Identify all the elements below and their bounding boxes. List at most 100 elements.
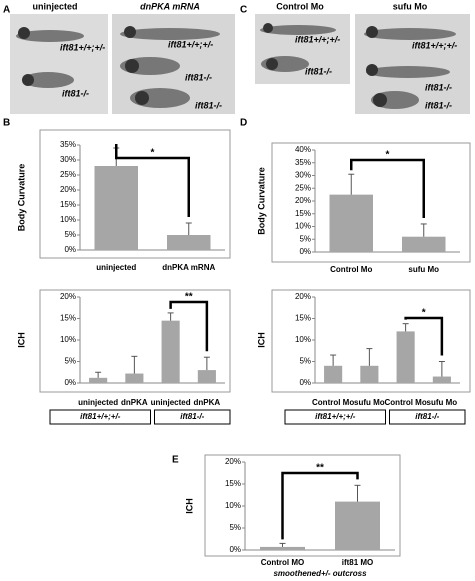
y-tick-label: 30% [295,171,311,180]
y-tick-label: 20% [60,185,76,194]
y-axis-label: ICH [16,332,26,348]
panel-letter: B [3,118,10,129]
group-label: ift81-/- [180,412,204,421]
y-tick-label: 0% [299,378,311,387]
y-tick-label: 10% [60,335,76,344]
significance-label: ** [316,463,324,474]
significance-label: * [422,308,426,319]
bar [197,370,216,383]
y-tick-label: 35% [295,158,311,167]
bar [432,376,451,383]
bar [360,365,379,383]
group-box [154,409,231,425]
significance-label: * [386,150,390,161]
y-axis-label: Body Curvature [16,164,26,232]
chart-frame [39,289,231,393]
group-label: ift81-/- [415,412,439,421]
y-tick-label: 10% [60,215,76,224]
x-tick-label: uninjected [151,398,191,407]
x-tick-label: sufu Mo [354,398,385,407]
group-label: ift81+/+;+/- [315,412,356,421]
y-tick-label: 0% [64,378,76,387]
y-tick-label: 0% [229,545,241,554]
chart-frame [39,129,231,259]
y-axis-label: ICH [184,498,194,514]
y-tick-label: 5% [229,523,241,532]
x-axis-label: smoothened+/- outcross [273,569,367,578]
significance-label: ** [185,292,193,303]
x-tick-label: sufu Mo [427,398,458,407]
y-tick-label: 15% [60,314,76,323]
y-tick-label: 0% [64,245,76,254]
y-tick-label: 20% [60,292,76,301]
y-tick-label: 5% [64,357,76,366]
genotype-label: ift81-/- [305,66,332,76]
panel-letter: C [240,5,247,16]
y-tick-label: 15% [295,209,311,218]
y-tick-label: 35% [60,140,76,149]
y-tick-label: 15% [60,200,76,209]
x-tick-label: ift81 MO [342,558,374,567]
y-tick-label: 20% [225,457,241,466]
photo-c-right [355,14,470,114]
genotype-label: ift81-/- [195,100,222,110]
y-tick-label: 10% [295,335,311,344]
significance-bracket [350,158,425,218]
y-tick-label: 25% [295,183,311,192]
y-tick-label: 5% [64,230,76,239]
image-title: dnPKA mRNA [140,1,200,11]
bar [167,235,211,250]
genotype-label: ift81-/- [185,72,212,82]
genotype-label: ift81-/- [62,88,89,98]
bar [125,373,144,383]
x-tick-label: dnPKA [121,398,148,407]
bar [396,331,415,383]
y-tick-label: 0% [299,247,311,256]
significance-label: * [151,148,155,159]
y-tick-label: 15% [295,314,311,323]
image-title: uninjected [32,1,77,11]
significance-bracket [115,144,190,217]
x-tick-label: dnPKA [194,398,221,407]
x-tick-label: Control Mo [312,398,354,407]
y-tick-label: 20% [295,292,311,301]
group-label: ift81+/+;+/- [80,412,121,421]
significance-bracket [169,300,209,352]
x-tick-label: dnPKA mRNA [162,263,215,272]
y-tick-label: 30% [60,155,76,164]
image-title: sufu Mo [393,1,428,11]
group-box [49,409,151,425]
x-tick-label: uninjected [96,263,136,272]
x-tick-label: Control MO [261,558,305,567]
panel-letter: A [3,5,10,16]
significance-bracket [404,316,444,356]
photo-c-left [255,14,350,84]
bar [260,546,305,550]
y-tick-label: 25% [60,170,76,179]
photo-a-left [10,14,108,114]
group-box [284,409,386,425]
bar [94,166,138,250]
bar [324,365,343,383]
y-tick-label: 10% [295,222,311,231]
genotype-label: ift81+/+;+/- [60,42,105,52]
chart-frame [271,289,471,393]
y-tick-label: 5% [299,234,311,243]
x-tick-label: sufu Mo [408,265,439,274]
chart-frame [204,454,401,557]
y-tick-label: 5% [299,357,311,366]
bar [402,236,446,252]
genotype-label: ift81+/+;+/- [412,40,457,50]
photo-a-right [112,14,235,114]
panel-letter: D [240,118,247,129]
x-tick-label: uninjected [78,398,118,407]
y-axis-label: Body Curvature [256,167,266,235]
genotype-label: ift81+/+;+/- [168,39,213,49]
chart-frame [271,142,471,263]
x-tick-label: Control Mo [385,398,427,407]
y-tick-label: 40% [295,145,311,154]
y-axis-label: ICH [256,332,266,348]
y-tick-label: 20% [295,196,311,205]
genotype-label: ift81-/- [425,100,452,110]
